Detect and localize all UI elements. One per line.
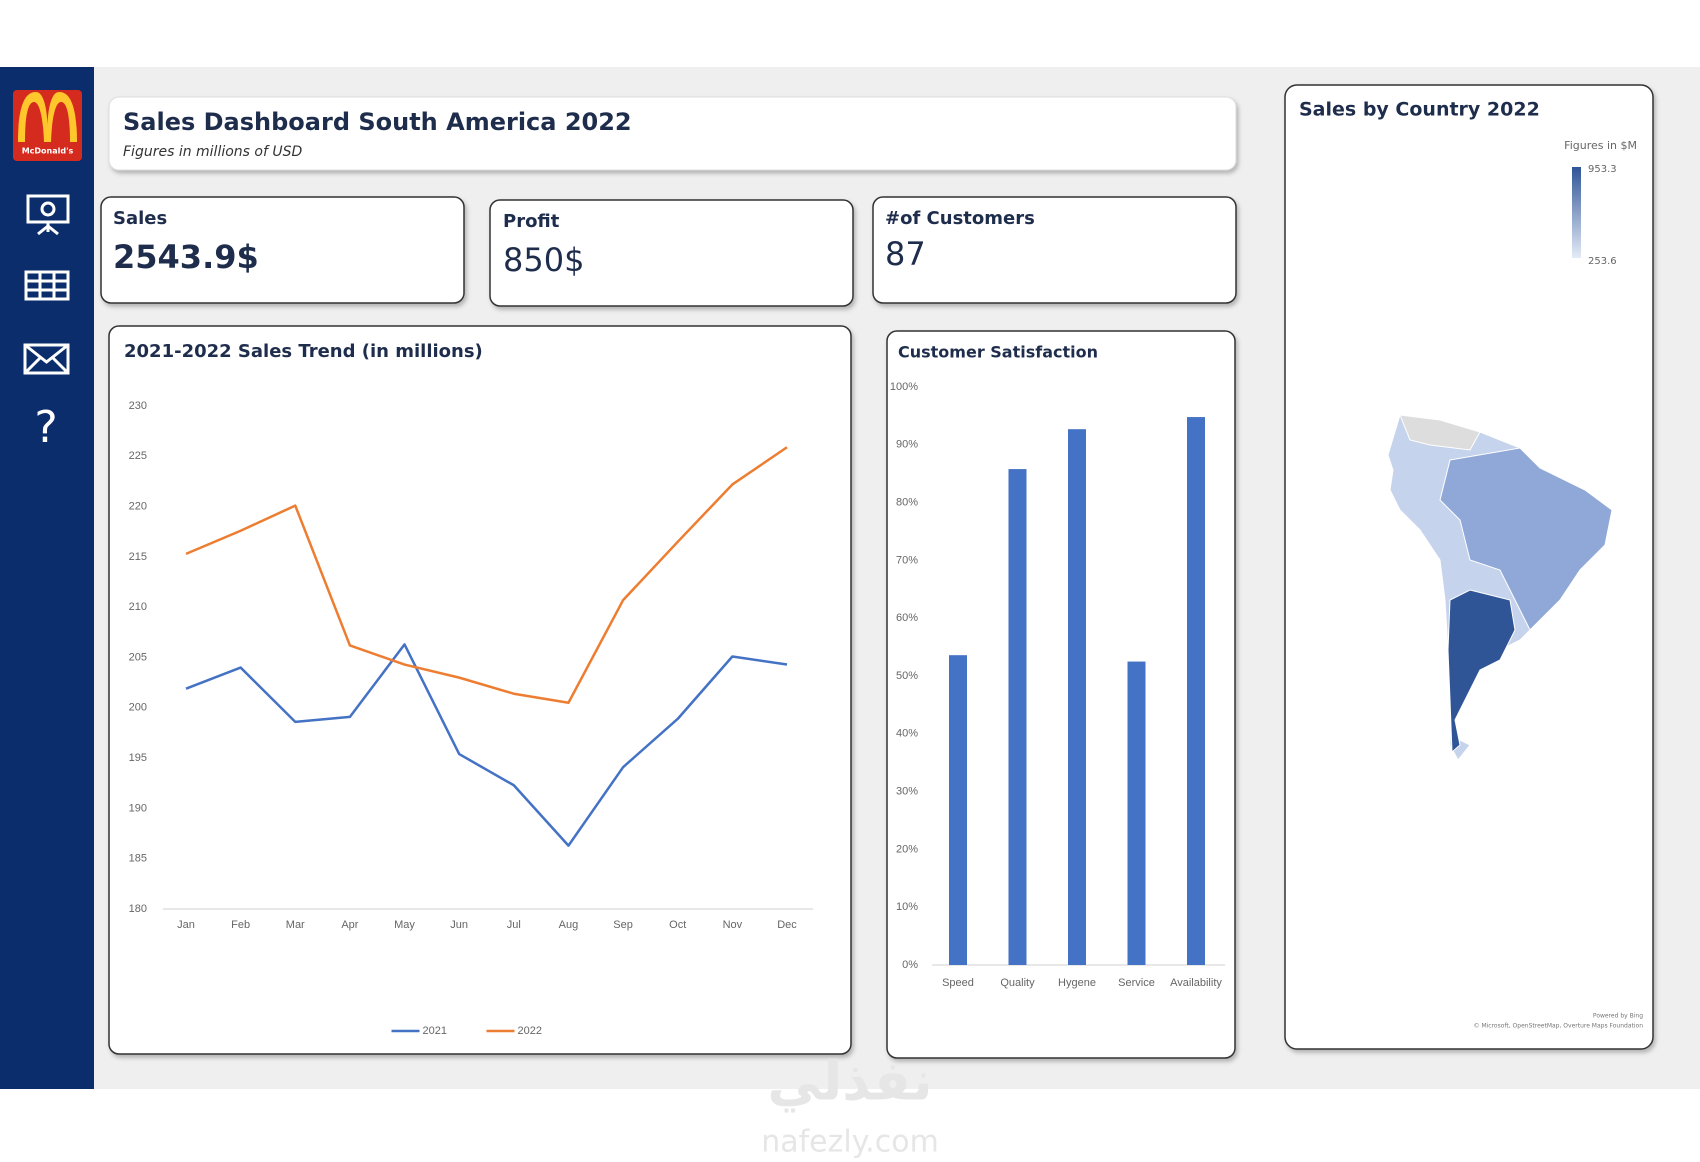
x-tick-label: Aug bbox=[559, 919, 579, 931]
chart-title: Customer Satisfaction bbox=[898, 343, 1098, 362]
map-title: Sales by Country 2022 bbox=[1299, 99, 1540, 121]
y-tick-label: 185 bbox=[129, 853, 147, 865]
y-tick-label: 20% bbox=[896, 843, 918, 855]
bar-chart-card bbox=[886, 330, 1236, 1059]
x-tick-label: Sep bbox=[613, 919, 633, 931]
y-tick-label: 190 bbox=[129, 802, 147, 814]
x-tick-label: Feb bbox=[231, 919, 250, 931]
y-tick-label: 200 bbox=[129, 702, 147, 714]
y-tick-label: 230 bbox=[129, 400, 147, 412]
y-tick-label: 70% bbox=[896, 554, 918, 566]
bar bbox=[949, 655, 967, 965]
x-tick-label: Apr bbox=[341, 919, 358, 931]
chart-title: 2021-2022 Sales Trend (in millions) bbox=[124, 341, 483, 362]
x-tick-label: Oct bbox=[669, 919, 686, 931]
x-tick-label: Availability bbox=[1170, 977, 1222, 989]
y-tick-label: 205 bbox=[129, 651, 147, 663]
map-legend-min: 253.6 bbox=[1588, 256, 1617, 267]
y-tick-label: 210 bbox=[129, 601, 147, 613]
kpi-label: #of Customers bbox=[885, 208, 1035, 229]
bar bbox=[1187, 417, 1205, 965]
table-icon[interactable] bbox=[24, 270, 70, 301]
legend-label: 2022 bbox=[518, 1025, 542, 1037]
x-tick-label: Dec bbox=[777, 919, 797, 931]
map-region bbox=[1399, 414, 1481, 451]
kpi-value: 87 bbox=[885, 235, 926, 273]
watermark: نفذلي bbox=[767, 1050, 932, 1113]
kpi-value: 850$ bbox=[503, 241, 584, 279]
y-tick-label: 215 bbox=[129, 551, 147, 563]
kpi-card bbox=[872, 196, 1237, 304]
x-tick-label: Jul bbox=[507, 919, 521, 931]
y-tick-label: 50% bbox=[896, 670, 918, 682]
map-legend-scale bbox=[1572, 167, 1581, 258]
line-chart-card bbox=[108, 325, 852, 1055]
y-tick-label: 225 bbox=[129, 450, 147, 462]
line-series bbox=[185, 446, 788, 705]
x-tick-label: Service bbox=[1118, 977, 1155, 989]
map-credit: Powered by Bing bbox=[1593, 1013, 1643, 1020]
y-tick-label: 100% bbox=[890, 381, 918, 393]
x-tick-label: Mar bbox=[286, 919, 305, 931]
y-tick-label: 40% bbox=[896, 728, 918, 740]
bar bbox=[1008, 469, 1027, 965]
line-series bbox=[185, 643, 788, 847]
bar bbox=[1127, 661, 1146, 965]
sidebar bbox=[0, 67, 94, 1089]
kpi-label: Sales bbox=[113, 208, 167, 229]
map-region bbox=[1447, 589, 1516, 754]
y-tick-label: 0% bbox=[902, 959, 918, 971]
x-tick-label: Speed bbox=[942, 977, 974, 989]
x-tick-label: May bbox=[394, 919, 415, 931]
map-copyright: © Microsoft, OpenStreetMap, Overture Map… bbox=[1474, 1023, 1644, 1030]
kpi-card bbox=[100, 196, 465, 304]
kpi-card bbox=[489, 199, 854, 307]
logo-arches[interactable] bbox=[18, 92, 77, 142]
y-tick-label: 195 bbox=[129, 752, 147, 764]
y-tick-label: 220 bbox=[129, 501, 147, 513]
watermark: nafezly.com bbox=[761, 1125, 939, 1160]
kpi-label: Profit bbox=[503, 211, 560, 232]
y-tick-label: 60% bbox=[896, 612, 918, 624]
kpi-value: 2543.9$ bbox=[113, 238, 259, 276]
logo-text: McDonald's bbox=[22, 147, 74, 156]
map-region bbox=[1439, 447, 1613, 631]
charts: 2021-2022 Sales Trend (in millions) 180 18… bbox=[124, 341, 1225, 1037]
map-legend-max: 953.3 bbox=[1588, 164, 1617, 175]
y-tick-label: 10% bbox=[896, 901, 918, 913]
help-icon[interactable]: ? bbox=[34, 402, 57, 453]
dashboard-subtitle: Figures in millions of USD bbox=[123, 144, 302, 160]
dashboard-title: Sales Dashboard South America 2022 bbox=[123, 108, 632, 136]
x-tick-label: Quality bbox=[1000, 977, 1035, 989]
legend-label: 2021 bbox=[423, 1025, 447, 1037]
mail-icon[interactable] bbox=[23, 343, 70, 375]
y-tick-label: 80% bbox=[896, 497, 918, 509]
x-tick-label: Nov bbox=[723, 919, 743, 931]
x-tick-label: Jun bbox=[450, 919, 468, 931]
presentation-icon[interactable] bbox=[26, 194, 70, 236]
header-card bbox=[108, 96, 1237, 171]
y-tick-label: 30% bbox=[896, 786, 918, 798]
x-tick-label: Hygene bbox=[1058, 977, 1096, 989]
map-legend-title: Figures in $M bbox=[1564, 139, 1637, 152]
bar bbox=[1068, 429, 1086, 966]
y-tick-label: 90% bbox=[896, 439, 918, 451]
x-tick-label: Jan bbox=[177, 919, 195, 931]
y-tick-label: 180 bbox=[129, 903, 147, 915]
